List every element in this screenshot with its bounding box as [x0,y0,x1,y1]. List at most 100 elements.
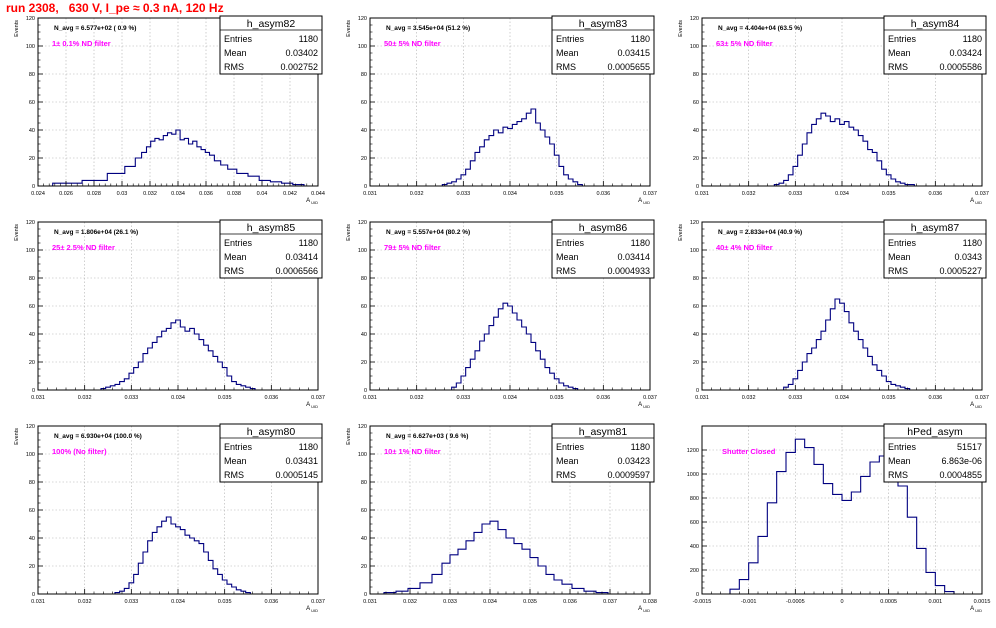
x-tick-label: 0.037 [311,395,325,401]
stats-box [219,423,323,483]
n-avg-label: N_avg = 2.833e+04 (40.9 %) [718,229,802,236]
histogram-bin [470,161,475,186]
stats-entries-value: 1180 [963,34,982,44]
x-tick-label: 0.033 [124,599,138,605]
x-tick-label: 0.032 [410,191,424,197]
histogram-panel-h_asym80: 0.031 0.032 0.033 0.034 0.035 0.036 0.037 0 20 40… [14,423,325,613]
x-tick-label: 0.001 [928,599,942,605]
y-tick-label: 0 [32,592,35,598]
y-tick-label: 100 [26,44,35,50]
stats-mean-value: 0.03414 [285,252,318,262]
x-tick-label: 0.034 [171,599,185,605]
x-tick-label: 0.034 [503,191,517,197]
x-tick-label: 0.033 [788,191,802,197]
y-tick-label: 20 [29,360,35,366]
histogram-bin [530,558,538,594]
histogram-bin [842,500,851,594]
y-tick-label: 20 [361,564,367,570]
stats-rms-label: RMS [888,470,908,480]
x-tick-label: 0.037 [643,395,657,401]
y-axis-title: Events [14,20,20,37]
histogram-bin [538,566,546,594]
histogram-bin [138,563,143,594]
stats-rms-value: 0.002752 [280,62,318,72]
x-tick-label: 0.0015 [974,599,991,605]
x-tick-label: 0.033 [788,395,802,401]
stats-rms-label: RMS [556,266,576,276]
x-tick-label: 0.032 [410,395,424,401]
x-tick-label: 0.031 [363,395,377,401]
y-tick-label: 1000 [687,472,699,478]
x-tick-label: 0.032 [78,599,92,605]
histogram-bin [917,548,926,594]
histogram-bin [466,368,471,390]
x-tick-label: 0.035 [550,395,564,401]
histogram-bin [166,517,171,594]
histogram-bin [236,590,241,594]
n-avg-label: N_avg = 6.577e+02 ( 0.9 %) [54,25,136,32]
stats-title: h_asym85 [247,222,296,234]
y-axis-title: Events [14,224,20,241]
histogram-bin [201,150,205,186]
stats-rms-value: 0.0009597 [607,470,650,480]
histogram-bin [142,152,147,186]
stats-mean-label: Mean [888,252,911,262]
y-tick-label: 200 [690,568,699,574]
x-tick-label: 0.033 [456,395,470,401]
x-tick-label: 0.038 [643,599,657,605]
histogram-bin [456,179,461,186]
x-tick-label: -0.0015 [693,599,712,605]
histogram-bin [546,574,554,594]
y-tick-label: 0 [696,184,699,190]
histogram-bin [830,122,835,186]
stats-mean-value: 6.863e-06 [941,456,982,466]
x-tick-label: 0.035 [218,599,232,605]
y-tick-label: 120 [358,220,367,226]
stats-rms-label: RMS [224,470,244,480]
x-tick-label: 0.035 [882,395,896,401]
x-tick-label: 0.032 [742,191,756,197]
stats-rms-value: 0.0005655 [607,62,650,72]
histogram-bin [851,492,860,594]
histogram-bin [526,113,531,186]
y-tick-label: 100 [26,452,35,458]
histogram-bin [870,462,879,594]
y-tick-label: 0 [364,388,367,394]
histogram-bin [124,379,129,390]
histogram-bin [767,503,776,594]
x-tick-label: 0.033 [456,191,470,197]
y-tick-label: 60 [29,100,35,106]
n-avg-label: N_avg = 4.404e+04 (63.5 %) [718,25,802,32]
histogram-bin [814,464,823,594]
x-axis-title: AUID [638,198,650,205]
stats-mean-label: Mean [888,48,911,58]
stats-entries-value: 51517 [957,442,982,452]
histogram-bin [517,122,522,186]
x-tick-label: 0.033 [443,599,457,605]
y-tick-label: 0 [696,388,699,394]
x-tick-label: 0.036 [596,191,610,197]
filter-annotation: 100% (No filter) [52,447,107,456]
y-tick-label: 60 [29,508,35,514]
histogram-bin [522,549,530,594]
histogram-bin [506,538,514,594]
stats-mean-value: 0.03414 [617,252,650,262]
x-axis-title: AUID [638,606,650,613]
histogram-bin [559,166,564,186]
histogram-panel-h_asym87: 0.031 0.032 0.033 0.034 0.035 0.036 0.037 0 20 40… [678,219,989,409]
y-tick-label: 120 [358,16,367,22]
y-axis-title: Events [346,224,352,241]
histogram-bin [826,116,831,186]
y-tick-label: 60 [29,304,35,310]
histogram-bin [816,340,821,390]
stats-title: hPed_asym [907,426,963,438]
x-tick-label: 0.035 [523,599,537,605]
n-avg-label: N_avg = 5.557e+04 (80.2 %) [386,229,470,236]
x-tick-label: 0.031 [31,599,45,605]
histogram-bin [788,384,793,390]
histogram-h_asym87 [783,298,911,390]
histogram-bin [176,527,181,594]
histogram-bin [151,141,155,186]
x-tick-label: 0.032 [742,395,756,401]
histogram-bin [168,133,172,186]
